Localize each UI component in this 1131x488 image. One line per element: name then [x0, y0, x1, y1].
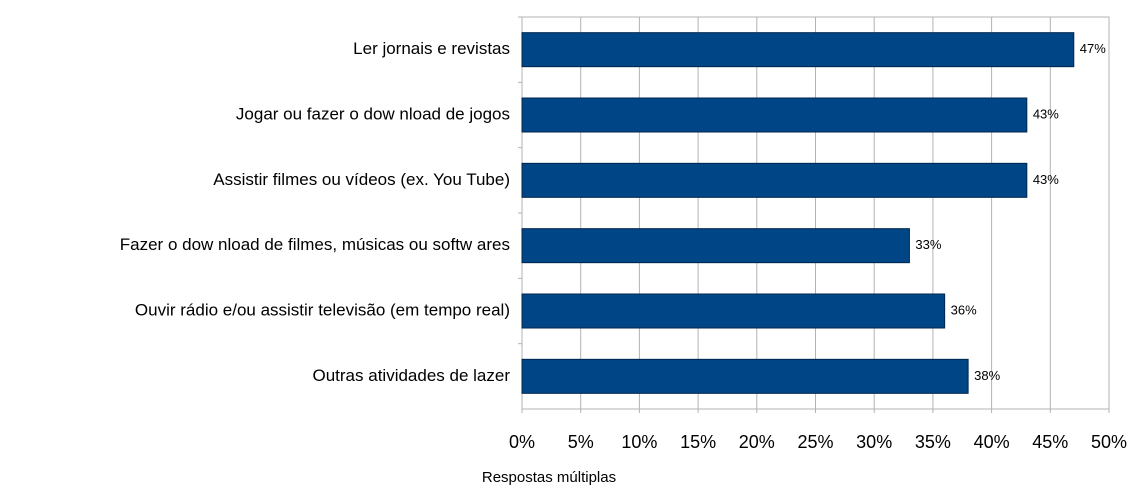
y-tick-label: Jogar ou fazer o dow nload de jogos — [236, 104, 510, 123]
bar — [521, 293, 946, 329]
bar — [521, 32, 1075, 68]
x-tick-label: 15% — [680, 432, 716, 452]
y-tick-label: Outras atividades de lazer — [313, 366, 511, 385]
y-tick-label: Ouvir rádio e/ou assistir televisão (em … — [135, 300, 510, 319]
bar — [521, 358, 969, 394]
x-tick-label: 30% — [856, 432, 892, 452]
x-tick-label: 35% — [915, 432, 951, 452]
bar — [521, 97, 1028, 133]
bar — [521, 228, 910, 264]
x-tick-label: 20% — [739, 432, 775, 452]
x-tick-label: 50% — [1091, 432, 1127, 452]
value-label: 43% — [1033, 106, 1059, 121]
x-tick-label: 0% — [509, 432, 535, 452]
value-label: 38% — [974, 368, 1000, 383]
x-tick-label: 10% — [621, 432, 657, 452]
value-label: 33% — [915, 237, 941, 252]
y-tick-label: Assistir filmes ou vídeos (ex. You Tube) — [213, 170, 510, 189]
x-tick-label: 5% — [568, 432, 594, 452]
y-tick-label: Ler jornais e revistas — [353, 39, 510, 58]
value-label: 47% — [1080, 41, 1106, 56]
value-label: 43% — [1033, 172, 1059, 187]
x-tick-label: 40% — [974, 432, 1010, 452]
x-tick-label: 45% — [1032, 432, 1068, 452]
value-label: 36% — [951, 302, 977, 317]
x-axis-label: Respostas múltiplas — [482, 469, 616, 486]
x-tick-label: 25% — [797, 432, 833, 452]
bar — [521, 162, 1028, 198]
y-tick-label: Fazer o dow nload de filmes, músicas ou … — [120, 235, 510, 254]
